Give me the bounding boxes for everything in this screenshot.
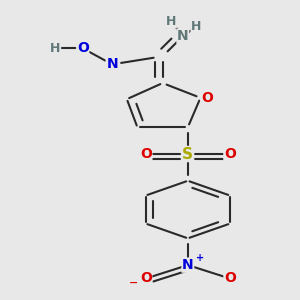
Text: O: O xyxy=(201,91,213,105)
Text: O: O xyxy=(140,147,152,161)
Text: H: H xyxy=(191,20,202,33)
Text: N: N xyxy=(106,57,118,71)
Text: N: N xyxy=(182,258,194,272)
Text: H: H xyxy=(166,15,176,28)
Text: O: O xyxy=(224,147,236,161)
Text: S: S xyxy=(182,146,194,161)
Text: N: N xyxy=(177,29,189,43)
Text: H: H xyxy=(50,42,61,55)
Text: O: O xyxy=(140,272,152,286)
Text: −: − xyxy=(129,278,139,288)
Text: O: O xyxy=(224,272,236,286)
Text: +: + xyxy=(196,253,204,262)
Text: O: O xyxy=(77,41,88,55)
